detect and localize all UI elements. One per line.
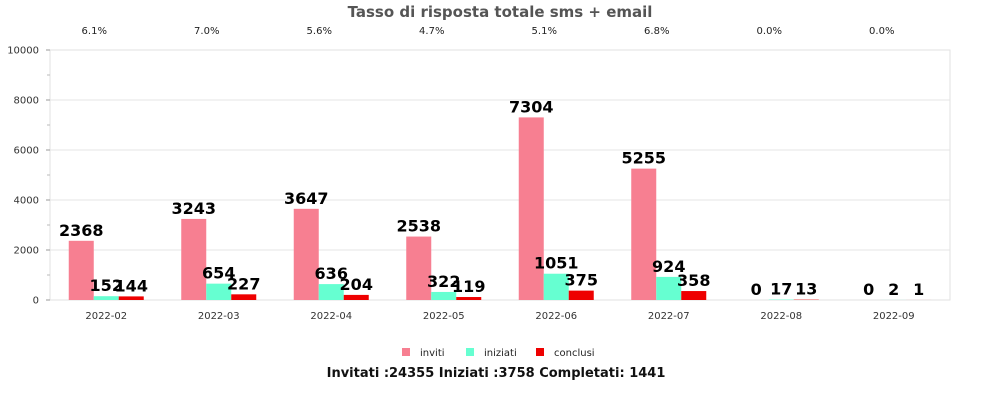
bar-iniziati (318, 284, 344, 300)
data-label: 119 (452, 277, 485, 296)
grid-lines (50, 99, 950, 251)
data-label: 358 (677, 271, 710, 290)
y-tick-label: 2000 (14, 246, 39, 257)
bar-iniziati (543, 273, 569, 300)
bar-inviti (68, 240, 94, 300)
legend-label-conclusi: conclusi (554, 348, 595, 359)
data-label: 3647 (284, 189, 329, 208)
data-label: 152 (90, 276, 123, 295)
data-label: 1051 (534, 254, 579, 273)
bar-inviti (631, 168, 657, 300)
y-tick-label: 0 (33, 296, 39, 307)
bar-inviti (406, 236, 432, 300)
data-label: 636 (315, 264, 348, 283)
data-label: 3243 (171, 199, 216, 218)
data-label: 17 (770, 280, 792, 299)
bars (68, 117, 932, 301)
data-label: 144 (115, 276, 148, 295)
data-label: 13 (795, 280, 817, 299)
data-label: 0 (863, 280, 874, 299)
data-label: 654 (202, 264, 235, 283)
data-label: 2538 (396, 217, 441, 236)
rate-label: 0.0% (869, 26, 894, 37)
bar-conclusi (681, 291, 707, 300)
legend-swatch-conclusi (536, 348, 544, 356)
y-tick-label: 10000 (7, 46, 39, 57)
summary-text: Invitati :24355 Iniziati :3758 Completat… (327, 366, 666, 381)
data-label: 227 (227, 274, 260, 293)
bar-conclusi (456, 297, 482, 300)
rate-labels: 6.1% 7.0% 5.6% 4.7% 5.1% 6.8% 0.0% 0.0% (82, 26, 895, 37)
legend-label-inviti: inviti (420, 348, 445, 359)
bar-conclusi (343, 294, 369, 300)
data-label: 5255 (621, 149, 666, 168)
bar-iniziati (93, 296, 119, 300)
data-label: 1 (913, 280, 924, 299)
x-tick-label: 2022-09 (873, 311, 915, 322)
x-axis: 2022-02 2022-03 2022-04 2022-05 2022-06 2022-… (85, 311, 914, 322)
y-tick-label: 4000 (14, 196, 39, 207)
x-tick-label: 2022-05 (423, 311, 465, 322)
chart-title: Tasso di risposta totale sms + email (348, 3, 653, 21)
bar-inviti (293, 208, 319, 300)
bar-conclusi (118, 296, 144, 300)
rate-label: 6.8% (644, 26, 669, 37)
bar-iniziati (206, 283, 232, 300)
x-tick-label: 2022-02 (85, 311, 127, 322)
y-axis: 0 2000 4000 6000 8000 10000 (7, 46, 50, 307)
data-label: 375 (565, 271, 598, 290)
x-tick-label: 2022-08 (760, 311, 802, 322)
bar-iniziati (656, 276, 682, 300)
data-label: 2368 (59, 221, 104, 240)
bar-iniziati (431, 291, 457, 300)
legend-swatch-iniziati (466, 348, 474, 356)
bar-inviti (181, 218, 207, 300)
bar-conclusi (231, 294, 257, 300)
data-label: 0 (751, 280, 762, 299)
legend: inviti iniziati conclusi (402, 348, 595, 359)
rate-label: 0.0% (757, 26, 782, 37)
legend-swatch-inviti (402, 348, 410, 356)
legend-label-iniziati: iniziati (484, 348, 517, 359)
data-label: 322 (427, 272, 460, 291)
data-label: 2 (888, 280, 899, 299)
x-tick-label: 2022-04 (310, 311, 352, 322)
x-tick-label: 2022-07 (648, 311, 690, 322)
rate-label: 7.0% (194, 26, 219, 37)
rate-label: 5.1% (532, 26, 557, 37)
data-label: 7304 (509, 97, 554, 116)
rate-label: 6.1% (82, 26, 107, 37)
data-label: 924 (652, 257, 685, 276)
y-tick-label: 6000 (14, 146, 39, 157)
x-tick-label: 2022-03 (198, 311, 240, 322)
y-tick-label: 8000 (14, 96, 39, 107)
bar-inviti (518, 117, 544, 301)
data-label: 204 (340, 275, 373, 294)
bar-conclusi (568, 290, 594, 300)
x-tick-label: 2022-06 (535, 311, 577, 322)
rate-label: 5.6% (307, 26, 332, 37)
rate-label: 4.7% (419, 26, 444, 37)
